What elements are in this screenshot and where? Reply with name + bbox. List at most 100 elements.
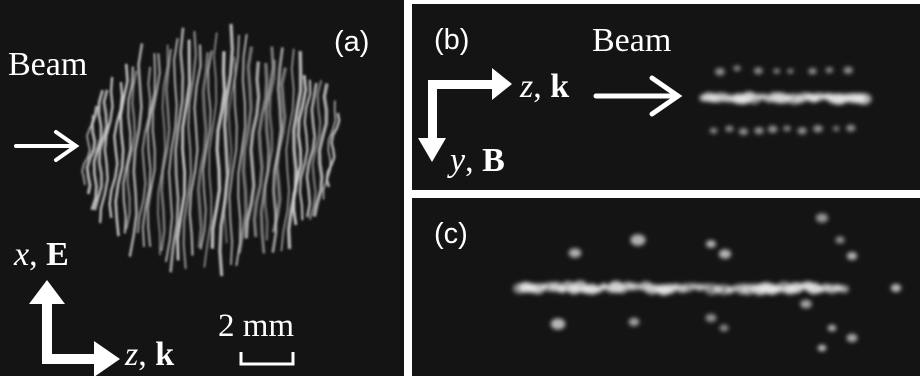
panel-a: (a) Beam x, E z, k 2 mm	[0, 0, 404, 376]
plasma-streak	[223, 56, 237, 244]
plasma-streak	[298, 79, 312, 221]
plasma-streak	[157, 44, 169, 256]
plasma-spot	[719, 324, 729, 332]
plasma-spot	[733, 65, 741, 71]
axes-xz-icon	[29, 280, 120, 376]
plasma-streak	[210, 51, 227, 249]
plasma-spot	[718, 249, 732, 259]
axis-label-z-k-b: z, k	[520, 68, 570, 105]
plasma-spot	[753, 67, 763, 75]
panel-label-b: (b)	[434, 24, 470, 56]
plasma-spot	[787, 68, 794, 74]
plasma-spot	[833, 126, 840, 132]
plasma-streak	[252, 62, 269, 238]
plasma-spot	[813, 125, 823, 133]
plasma-spot	[715, 68, 725, 76]
plasma-spot	[628, 317, 640, 327]
panel-c-image	[513, 213, 902, 352]
plasma-streak	[259, 46, 275, 254]
plasma-spot	[705, 313, 717, 323]
plasma-streak	[90, 89, 104, 211]
plasma-streak	[305, 82, 318, 218]
plasma-spot	[599, 283, 609, 290]
plasma-streak	[146, 53, 161, 247]
plasma-streak	[85, 105, 99, 195]
plasma-spots	[513, 213, 902, 352]
axis-label-x-E: x, E	[14, 236, 69, 273]
plasma-streak	[122, 66, 134, 234]
plasma-spot	[846, 333, 858, 343]
plasma-spots	[699, 65, 872, 136]
plasma-streak	[93, 89, 109, 211]
plasma-spot	[757, 284, 767, 292]
plasma-spot	[773, 68, 780, 74]
plasma-spot	[808, 68, 817, 75]
plasma-spot	[800, 299, 812, 309]
plasma-streak	[263, 59, 276, 241]
plasma-spot	[846, 252, 858, 260]
plasma-streak	[160, 48, 172, 252]
scale-bar	[239, 352, 295, 366]
beam-arrow-icon	[14, 130, 80, 162]
panel-a-image	[14, 23, 341, 376]
plasma-streak	[142, 53, 156, 247]
plasma-spot	[815, 213, 829, 223]
plasma-streak	[237, 46, 254, 254]
plasma-spot	[856, 93, 872, 105]
plasma-spot	[843, 66, 853, 74]
plasma-spot	[797, 127, 807, 135]
plasma-streak	[200, 50, 213, 250]
beam-arrow-icon	[593, 75, 683, 117]
axes-zy-icon	[418, 68, 512, 162]
plasma-streak	[235, 33, 248, 267]
panel-b-image	[418, 65, 872, 162]
plasma-streak	[81, 115, 95, 186]
axis-label-y-B: y, B	[450, 142, 505, 179]
plasma-streak	[176, 39, 191, 261]
plasma-streak	[287, 51, 303, 249]
plasma-streak	[169, 27, 185, 273]
plasma-streak	[308, 80, 323, 221]
plasma-streak	[188, 44, 202, 256]
plasma-spot	[838, 285, 850, 294]
plasma-spot	[835, 236, 845, 244]
plasma-streak	[165, 38, 179, 262]
plasma-spot	[825, 67, 834, 73]
plasma-streak	[325, 112, 341, 188]
plasma-streak	[228, 35, 240, 265]
panel-label-a: (a)	[334, 26, 370, 58]
plasma-spot	[709, 127, 718, 134]
scale-bar-label: 2 mm	[218, 308, 295, 344]
plasma-spot	[568, 248, 582, 258]
plasma-spot	[725, 125, 734, 132]
plasma-spot	[550, 318, 566, 330]
plasma-streak	[244, 61, 261, 239]
plasma-spot	[767, 125, 778, 133]
plasma-streak	[322, 100, 337, 200]
plasma-streak	[292, 74, 308, 226]
plasma-streak	[128, 43, 144, 257]
plasma-spot	[890, 284, 902, 292]
plasma-spot	[817, 344, 827, 352]
plasma-spot	[783, 125, 791, 132]
panel-c: (c)	[412, 198, 920, 376]
plasma-spot	[705, 240, 717, 248]
panel-label-c: (c)	[434, 218, 468, 250]
plasma-streak	[108, 82, 124, 219]
panel-b: (b) Beam z, k y, B	[412, 4, 920, 190]
plasma-spot	[754, 127, 764, 135]
plasma-streaks	[81, 23, 341, 277]
plasma-streak	[99, 76, 114, 224]
plasma-spot	[827, 324, 837, 332]
plasma-spot	[630, 234, 646, 246]
plasma-streak	[271, 67, 287, 233]
plasma-streak	[218, 23, 234, 277]
plasma-streak	[125, 70, 138, 230]
plasma-streak	[203, 32, 218, 268]
plasma-streak	[196, 52, 210, 248]
axis-label-z-k-a: z, k	[125, 336, 175, 373]
plasma-streak	[182, 31, 197, 269]
plasma-streak	[136, 66, 152, 234]
plasma-spot	[846, 124, 856, 132]
plasma-streak	[312, 83, 329, 217]
